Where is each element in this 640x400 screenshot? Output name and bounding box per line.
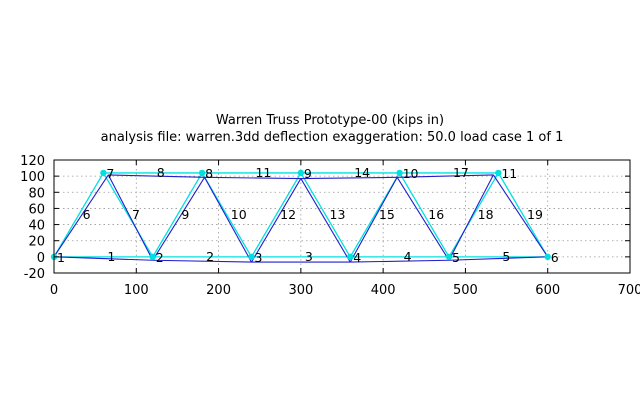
node-marker [248,253,255,261]
y-tick-label: 60 [28,202,45,217]
element-label: 8 [157,165,165,180]
node-label: 8 [205,166,213,181]
deformed-member [108,174,205,178]
node-markers [50,169,551,261]
deformed-member [53,256,153,261]
node-marker [445,253,453,261]
node-label: 9 [304,166,312,181]
element-label: 3 [305,249,313,264]
undeformed-member [399,172,450,258]
node-labels: 1 2 3 4 5 67 8 9 10 11 [57,166,559,265]
deformed-member [152,177,206,261]
node-marker [297,169,305,177]
x-tick-label: 700 [618,283,640,298]
element-label: 16 [428,207,444,222]
undeformed-member [448,172,499,258]
y-tick-label: 40 [28,219,45,234]
chart-title: Warren Truss Prototype-00 (kips in) [216,113,444,128]
deformed-member [107,174,154,261]
node-label: 2 [156,250,164,265]
x-tick-label: 300 [288,283,313,298]
deformed-member [204,176,301,180]
element-label: 7 [132,207,140,222]
element-label: 11 [255,165,271,180]
y-tick-label: 80 [28,186,45,201]
x-tick-label: 400 [371,283,396,298]
undeformed-member [497,172,549,258]
x-tick-label: 0 [50,283,58,298]
deformed-member [492,174,549,258]
deformed-member [251,178,302,263]
element-label: 1 [107,249,115,264]
deformed-member [350,259,449,263]
undeformed-member [102,172,154,258]
deformed-member [448,256,548,261]
element-label: 12 [280,207,296,222]
node-label: 11 [501,166,517,181]
node-marker [149,253,156,261]
deformed-member [300,178,351,263]
node-marker [396,169,403,177]
undeformed-member [250,172,302,258]
element-label: 2 [206,249,214,264]
element-label: 15 [379,207,395,222]
element-label: 4 [404,249,412,264]
node-label: 1 [57,250,65,265]
element-label: 5 [502,249,510,264]
element-label: 6 [83,207,91,222]
node-marker [198,169,206,177]
undeformed-member [152,172,203,258]
element-label: 10 [231,207,247,222]
y-tick-label: 0 [37,251,45,266]
node-label: 7 [106,166,114,181]
deformed-member [300,176,398,180]
undeformed-members [53,172,549,258]
x-tick-label: 200 [206,283,231,298]
element-label: 19 [527,207,543,222]
deformed-member [448,174,494,261]
element-label: 17 [453,165,469,180]
deformed-member [204,177,252,263]
y-tick-label: 120 [20,154,45,169]
node-label: 6 [551,250,559,265]
node-label: 5 [452,250,460,265]
y-tick-label: 20 [28,235,45,250]
x-tick-label: 600 [535,283,560,298]
node-marker [347,253,354,261]
chart-subtitle: analysis file: warren.3dd deflection exa… [101,130,564,145]
x-tick-label: 100 [124,283,149,298]
node-label: 3 [254,250,262,265]
y-tick-label: -20 [24,267,45,282]
deformed-member [397,174,494,178]
deformed-members [53,174,549,263]
x-tick-label: 500 [453,283,478,298]
element-label: 13 [330,207,346,222]
element-label: 18 [478,207,494,222]
deformed-member [396,177,450,261]
plot-frame [53,159,631,274]
node-marker [495,169,502,177]
node-label: 4 [353,250,361,265]
undeformed-member [300,172,351,258]
element-label: 9 [181,207,189,222]
element-label: 14 [354,165,370,180]
deformed-member [349,177,398,263]
deformed-member [152,259,252,263]
node-marker [544,253,551,261]
deformed-member [53,174,109,258]
undeformed-member [53,172,104,258]
node-label: 10 [403,166,419,181]
y-tick-label: 100 [20,170,45,185]
node-marker [100,169,107,177]
